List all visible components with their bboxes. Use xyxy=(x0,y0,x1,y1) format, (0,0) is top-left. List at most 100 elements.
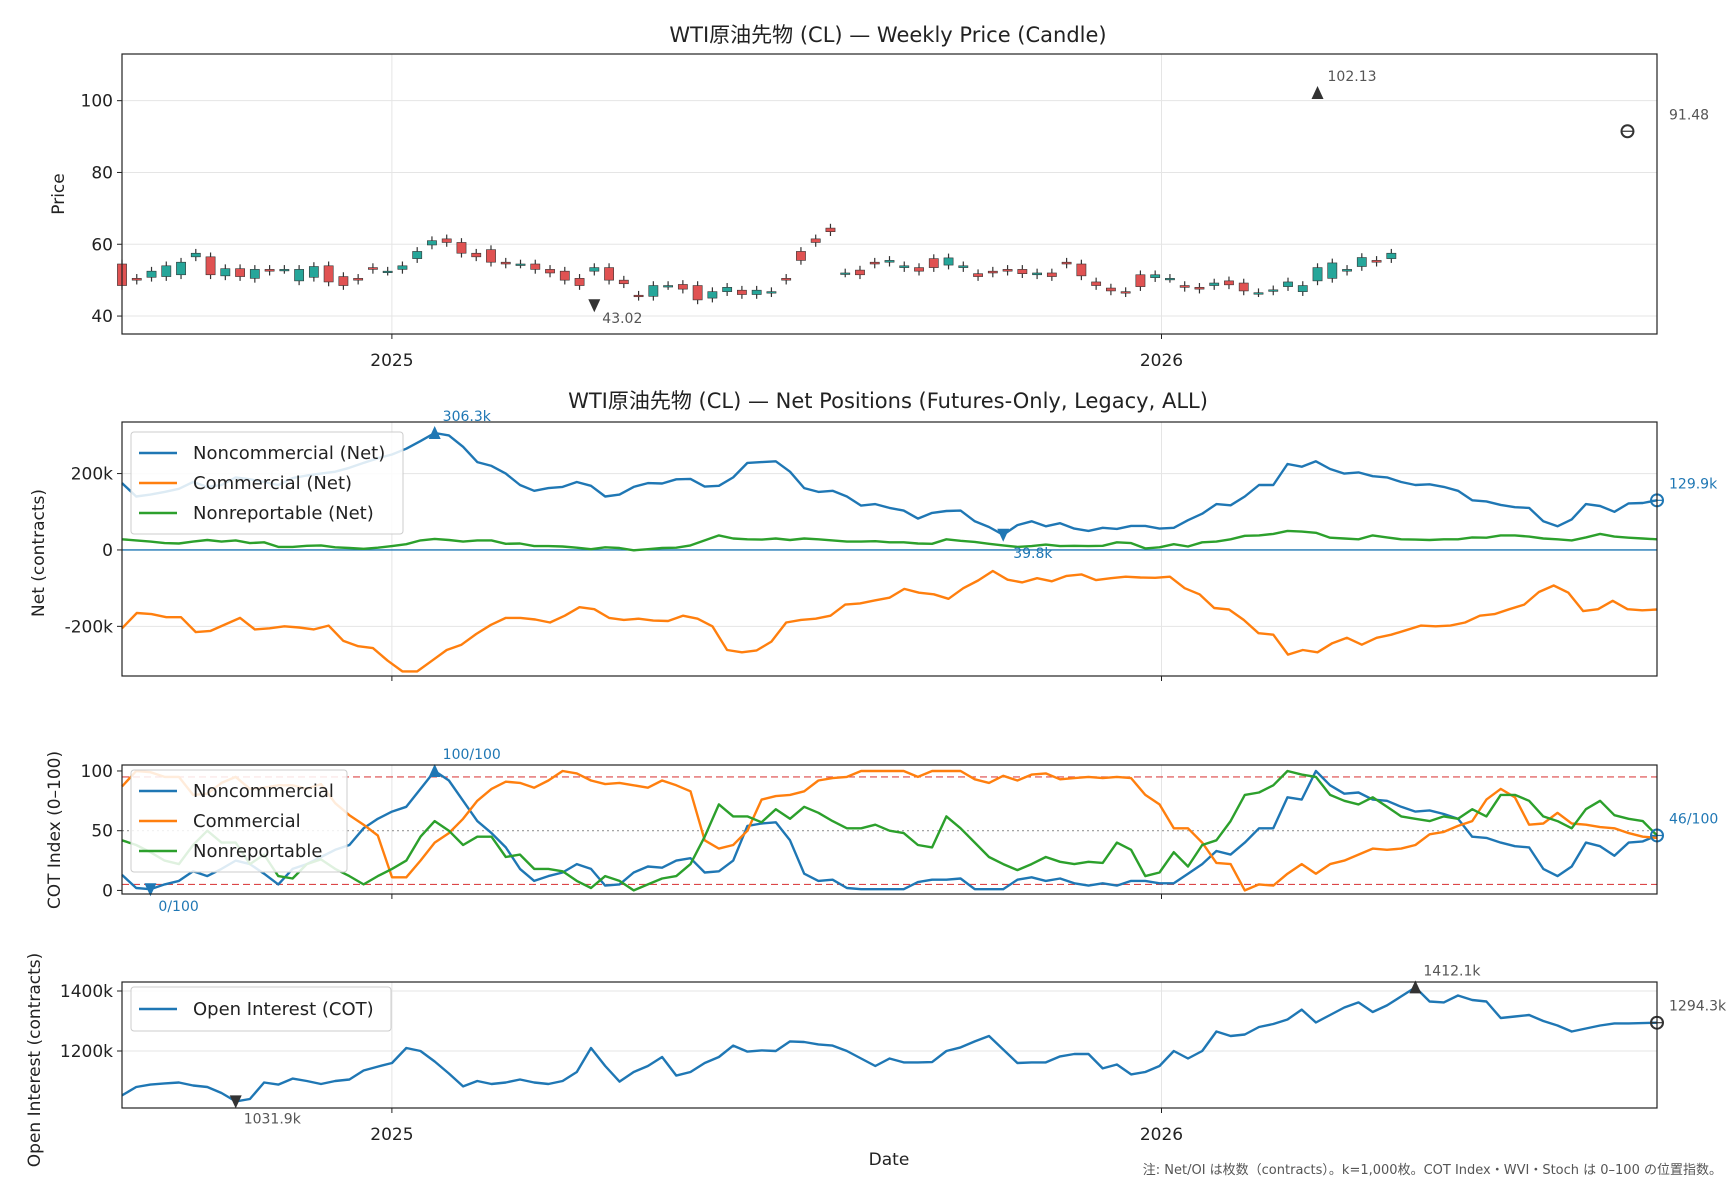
price-y-axis-label: Price xyxy=(49,173,69,214)
candle-body-18 xyxy=(382,270,393,273)
y-tick-label-1-2: -200k xyxy=(65,617,114,637)
candle-body-67 xyxy=(1105,287,1116,292)
candle-body-16 xyxy=(353,278,364,281)
y-tick-label-1-0: 200k xyxy=(71,465,113,485)
net-plot-frame xyxy=(121,421,1658,677)
oi-plot-frame xyxy=(121,981,1658,1109)
candle-body-77 xyxy=(1253,292,1264,295)
candle-body-74 xyxy=(1209,282,1220,286)
y-tick-label-0-0: 40 xyxy=(91,307,113,327)
oi-max-marker xyxy=(1409,980,1422,994)
series-line-2-1 xyxy=(121,769,1658,892)
candle-body-24 xyxy=(471,252,482,258)
candle-body-50 xyxy=(855,269,865,276)
net-legend-label-1: Commercial (Net) xyxy=(193,473,352,494)
candle-body-71 xyxy=(1165,278,1175,281)
candle-body-59 xyxy=(987,270,998,274)
y-tick-label-3-1: 1400k xyxy=(60,982,113,1002)
oi-legend-label-0: Open Interest (COT) xyxy=(193,999,374,1020)
candle-body-34 xyxy=(618,279,629,285)
candle-body-80 xyxy=(1297,285,1308,292)
candle-body-5 xyxy=(190,252,201,258)
net-max-label: 306.3k xyxy=(443,409,492,425)
net-legend-box xyxy=(130,431,404,535)
candle-body-35 xyxy=(633,294,644,298)
candle-body-69 xyxy=(1135,274,1146,287)
candle-body-33 xyxy=(604,267,614,281)
candle-body-68 xyxy=(1120,291,1131,294)
candle-body-66 xyxy=(1091,281,1102,286)
net-legend-label-0: Noncommercial (Net) xyxy=(193,443,385,464)
oi-min-label: 1031.9k xyxy=(244,1111,302,1127)
candle-body-19 xyxy=(397,265,408,270)
oi-min-marker xyxy=(229,1095,242,1109)
candle-body-60 xyxy=(1002,269,1013,272)
cot-legend-label-0: Noncommercial xyxy=(193,781,334,802)
candle-body-1 xyxy=(131,278,142,281)
candle-body-81 xyxy=(1312,267,1323,282)
series-line-3-0 xyxy=(121,986,1658,1103)
oi-legend-box xyxy=(130,986,392,1032)
y-tick-label-0-2: 80 xyxy=(91,163,113,183)
candle-body-70 xyxy=(1150,274,1161,278)
x-tick-label-0-1: 2026 xyxy=(1140,351,1183,371)
series-line-2-2 xyxy=(121,769,1658,892)
candle-body-11 xyxy=(279,269,290,272)
net-min-marker xyxy=(997,528,1010,542)
cot-min-label: 0/100 xyxy=(158,899,198,915)
candle-body-30 xyxy=(559,270,570,281)
candle-body-6 xyxy=(205,256,216,276)
net-legend-label-2: Nonreportable (Net) xyxy=(193,503,374,524)
candle-body-76 xyxy=(1238,282,1249,292)
candle-body-64 xyxy=(1061,261,1072,265)
y-tick-label-3-0: 1200k xyxy=(60,1042,113,1062)
candle-body-15 xyxy=(338,276,349,286)
candle-body-23 xyxy=(456,242,467,254)
candle-body-56 xyxy=(943,257,954,266)
x-tick-label-0-0: 2025 xyxy=(370,351,413,371)
candle-body-72 xyxy=(1179,285,1190,288)
open-interest-panel: 1412.1k 1031.9k 1294.3k 1200k 1400k 2025 202… xyxy=(25,953,1727,1170)
candle-body-51 xyxy=(869,261,880,265)
candle-body-10 xyxy=(264,269,275,272)
net-chart-title: WTI原油先物 (CL) — Net Positions (Futures-On… xyxy=(568,389,1208,413)
candle-body-61 xyxy=(1017,269,1028,274)
candle-body-55 xyxy=(928,258,939,268)
candle-body-12 xyxy=(294,269,305,282)
candle-body-3 xyxy=(161,265,172,277)
candle-body-65 xyxy=(1076,263,1087,277)
net-y-axis-label: Net (contracts) xyxy=(29,489,49,617)
candle-body-44 xyxy=(766,291,777,294)
candle-body-7 xyxy=(220,268,231,277)
candle-body-28 xyxy=(530,263,541,270)
candle-body-13 xyxy=(308,266,319,278)
candle-body-54 xyxy=(914,267,924,272)
oi-max-label: 1412.1k xyxy=(1423,963,1481,979)
cot-max-marker xyxy=(428,763,441,777)
candle-body-17 xyxy=(368,267,378,270)
candle-body-48 xyxy=(825,227,836,232)
net-max-marker xyxy=(428,425,441,439)
candle-body-83 xyxy=(1342,269,1352,272)
candle-body-58 xyxy=(973,273,983,277)
candle-body-43 xyxy=(751,289,762,295)
candle-body-49 xyxy=(840,272,851,275)
price-panel: WTI原油先物 (CL) — Weekly Price (Candle) 102… xyxy=(49,23,1709,371)
net-positions-panel: WTI原油先物 (CL) — Net Positions (Futures-On… xyxy=(29,389,1718,681)
footer-note: 注: Net/OI は枚数（contracts）。k=1,000枚。COT In… xyxy=(1143,1163,1722,1178)
candle-body-42 xyxy=(737,289,747,295)
y-tick-label-2-1: 50 xyxy=(91,822,113,842)
candle-body-4 xyxy=(176,261,186,276)
y-tick-label-2-0: 0 xyxy=(102,881,113,901)
candle-body-31 xyxy=(574,278,585,286)
candle-body-25 xyxy=(486,249,496,263)
candle-body-84 xyxy=(1356,257,1367,267)
candle-body-82 xyxy=(1327,262,1338,279)
candle-body-62 xyxy=(1032,272,1042,276)
candle-body-52 xyxy=(884,260,895,263)
candle-body-86 xyxy=(1386,252,1397,259)
series-line-1-1 xyxy=(121,569,1658,673)
price-max-label: 102.13 xyxy=(1328,69,1377,85)
candle-body-75 xyxy=(1224,280,1234,286)
